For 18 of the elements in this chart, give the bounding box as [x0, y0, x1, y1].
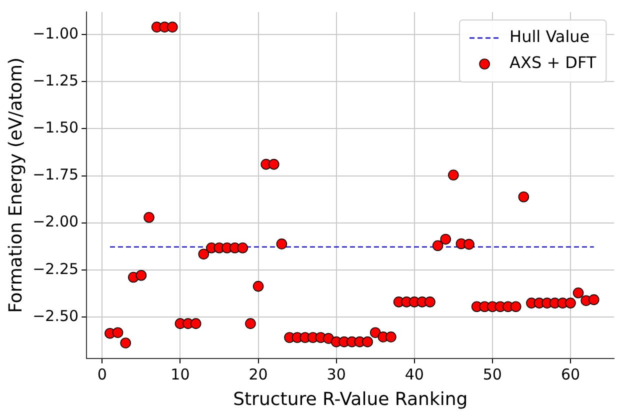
y-tick-label: −1.00 [32, 24, 79, 42]
y-tick-label: −2.25 [32, 260, 79, 278]
y-axis-title: Formation Energy (eV/atom) [5, 57, 26, 313]
x-tick-label: 60 [560, 365, 580, 384]
y-tick-label: −2.50 [32, 306, 79, 325]
y-tick-label: −1.75 [32, 166, 79, 184]
y-tick-label: −2.00 [32, 212, 79, 231]
x-axis-title: Structure R-Value Ranking [233, 388, 468, 410]
x-tick-label: 0 [97, 365, 107, 384]
x-tick-label: 10 [170, 365, 190, 384]
x-tick-label: 20 [248, 365, 268, 384]
x-tick-label: 30 [326, 365, 346, 384]
x-tick-label: 40 [404, 365, 424, 384]
y-tick-label: −1.25 [32, 72, 79, 90]
legend-label: AXS + DFT [510, 53, 596, 72]
y-tick-label: −1.50 [32, 118, 79, 137]
x-tick-label: 50 [482, 365, 502, 384]
legend-label: Hull Value [510, 27, 590, 46]
